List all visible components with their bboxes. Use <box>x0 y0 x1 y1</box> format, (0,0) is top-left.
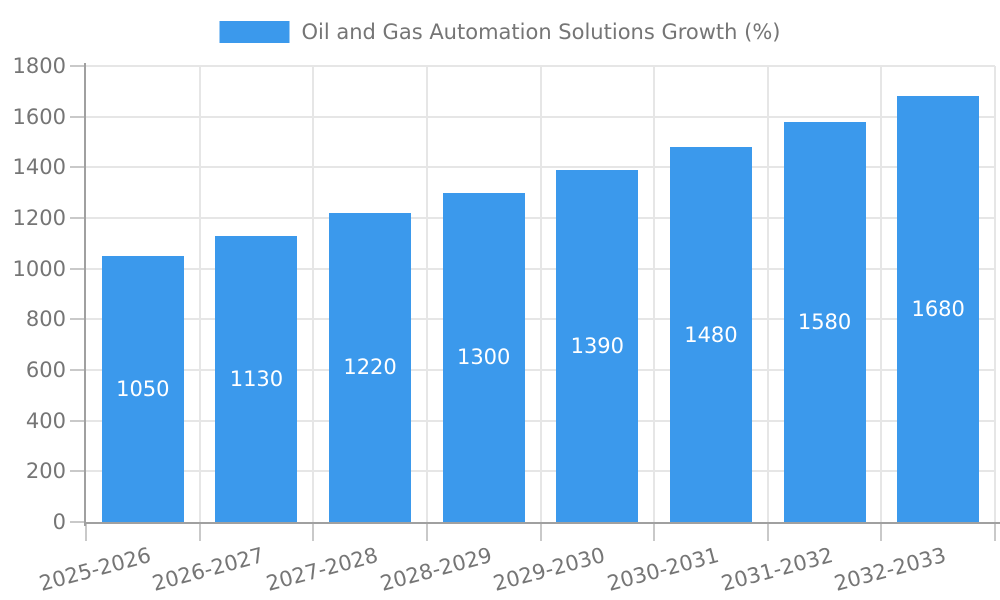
bar[interactable] <box>329 212 412 522</box>
bar[interactable] <box>669 147 752 522</box>
y-tick <box>70 267 86 270</box>
y-axis-line <box>84 63 86 526</box>
bar-value-label: 1480 <box>684 322 738 347</box>
legend-label: Oil and Gas Automation Solutions Growth … <box>301 20 781 44</box>
y-tick <box>70 521 86 523</box>
y-tick <box>70 369 86 371</box>
bar[interactable] <box>442 192 525 522</box>
bar-value-label: 1130 <box>229 366 284 391</box>
y-tick-label: 800 <box>25 307 66 332</box>
v-gridline <box>539 66 542 522</box>
y-tick-label: 1400 <box>12 155 66 180</box>
bar[interactable] <box>215 235 298 522</box>
x-tick <box>994 524 996 541</box>
y-tick-label: 600 <box>25 358 66 382</box>
x-axis-line <box>86 522 1000 524</box>
bar-value-label: 1580 <box>797 309 852 334</box>
x-tick <box>198 524 201 541</box>
y-tick <box>70 419 86 422</box>
v-gridline <box>880 66 883 522</box>
y-tick <box>70 318 86 321</box>
v-gridline <box>425 66 428 522</box>
v-gridline <box>994 66 996 522</box>
bar[interactable] <box>897 96 980 522</box>
y-tick <box>70 217 86 219</box>
bar[interactable] <box>556 169 639 522</box>
bar-value-label: 1300 <box>456 345 511 370</box>
y-tick <box>70 115 86 118</box>
x-tick <box>312 524 315 541</box>
v-gridline <box>312 66 315 522</box>
v-gridline <box>766 66 769 522</box>
x-tick <box>653 524 656 541</box>
x-tick <box>85 524 87 541</box>
bar-value-label: 1050 <box>116 377 170 401</box>
y-tick-label: 1600 <box>12 104 66 129</box>
bar-value-label: 1390 <box>570 333 625 358</box>
y-tick-label: 200 <box>25 459 66 484</box>
y-tick <box>70 65 86 67</box>
bar[interactable] <box>783 121 866 522</box>
x-tick <box>766 524 769 541</box>
y-tick-label: 1800 <box>12 54 66 78</box>
legend-swatch <box>219 21 290 43</box>
x-tick <box>880 524 883 541</box>
bar-value-label: 1680 <box>911 297 965 322</box>
y-tick-label: 0 <box>52 510 66 534</box>
x-tick <box>539 524 542 541</box>
y-tick <box>70 166 86 169</box>
x-tick <box>425 524 428 541</box>
legend[interactable]: Oil and Gas Automation Solutions Growth … <box>219 19 781 45</box>
bar[interactable] <box>101 256 184 522</box>
y-tick-label: 1200 <box>12 206 66 230</box>
y-tick-label: 1000 <box>12 256 66 281</box>
y-tick <box>70 470 86 473</box>
v-gridline <box>653 66 656 522</box>
bar-value-label: 1220 <box>343 355 397 380</box>
y-tick-label: 400 <box>25 408 66 433</box>
v-gridline <box>198 66 201 522</box>
